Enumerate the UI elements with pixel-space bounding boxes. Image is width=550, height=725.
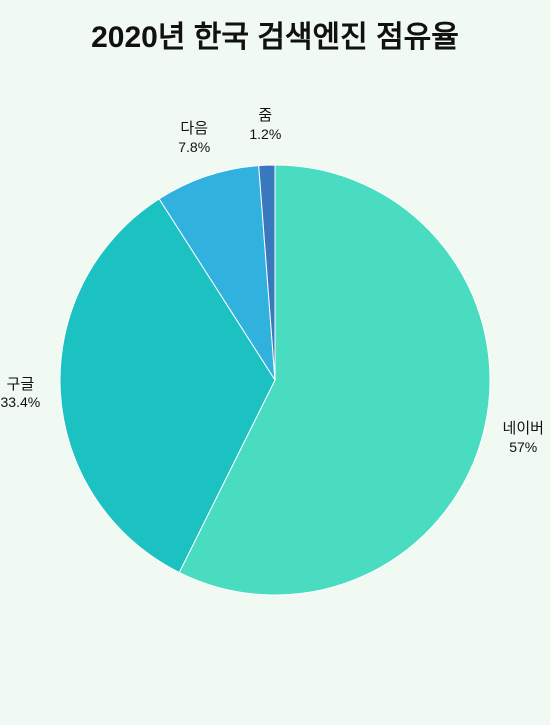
chart-title: 2020년 한국 검색엔진 점유율 [0,12,550,56]
pie-slice-label: 다음7.8% [178,120,210,156]
pie-slice-label: 구글33.4% [1,376,41,412]
pie-slice-name: 구글 [1,376,41,395]
pie-slice-value: 1.2% [249,126,281,144]
pie-slice-value: 57% [503,439,544,457]
pie-chart: 2020년 한국 검색엔진 점유율 네이버57% 구글33.4% 다음7.8% 줌1.… [0,0,550,725]
pie-slice-value: 33.4% [1,394,41,412]
pie-slice-name: 줌 [249,107,281,126]
pie-slice-name: 네이버 [503,420,544,439]
pie-slice-label: 네이버57% [503,420,544,456]
pie-slice-name: 다음 [178,120,210,139]
pie-slice-label: 줌1.2% [249,107,281,143]
pie-slice-value: 7.8% [178,139,210,157]
